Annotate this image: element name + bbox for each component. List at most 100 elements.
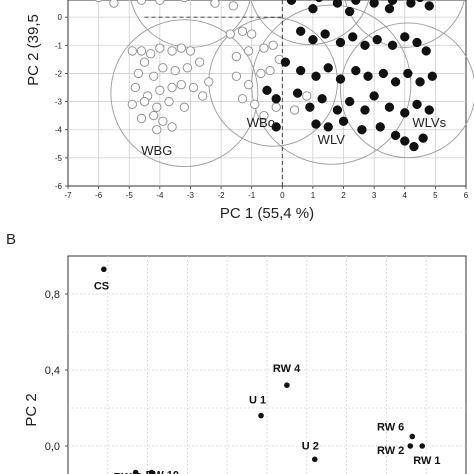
open-point (250, 99, 260, 110)
filled-point (323, 63, 333, 73)
point-marker (409, 433, 416, 440)
open-point (167, 122, 177, 132)
open-point (94, 0, 103, 3)
y-tick-label: 0 (58, 13, 63, 22)
group-label: WLV (318, 132, 346, 147)
group-ellipse (110, 19, 259, 168)
filled-point (296, 26, 306, 36)
filled-point (403, 68, 413, 79)
filled-point (387, 0, 398, 5)
point-label: RW 7 (114, 472, 141, 474)
filled-point (308, 4, 318, 14)
open-point (210, 0, 220, 8)
open-point (146, 49, 156, 59)
open-point (231, 71, 242, 81)
filled-point (315, 0, 323, 3)
x-tick-label: 3 (372, 191, 377, 200)
open-point (237, 94, 248, 104)
filled-point (305, 102, 315, 112)
x-tick-label: -2 (218, 191, 226, 200)
point-label: RW 10 (146, 470, 179, 474)
point-marker (419, 443, 426, 449)
open-point (130, 82, 141, 93)
open-point (182, 63, 193, 73)
panel-a-group-labels: WBG WBo WLV WLVs (141, 115, 446, 158)
open-point (133, 68, 144, 79)
panel-b-grid (68, 256, 466, 474)
open-point (243, 80, 254, 90)
filled-point (311, 119, 321, 129)
panel-a-y-axis-label: PC 2 (39,5 (25, 14, 42, 86)
filled-point (390, 77, 401, 87)
point-marker (101, 266, 107, 273)
open-point (164, 96, 174, 107)
open-point (136, 0, 147, 5)
point-marker (132, 469, 139, 474)
filled-point (387, 40, 398, 50)
open-point (158, 63, 168, 73)
filled-point (384, 102, 395, 112)
y-tick-label: -5 (55, 154, 63, 163)
filled-point (400, 32, 410, 42)
filled-point (271, 122, 281, 132)
open-point (149, 110, 159, 121)
filled-point (286, 0, 297, 5)
filled-point (424, 1, 434, 11)
group-label: WBo (247, 115, 275, 130)
point-marker (407, 443, 414, 449)
panel-b-points: CS RW 4 U 1 U 2 RW 6 RW 2 RW 1 RW 10 RW 7 (94, 266, 441, 474)
point-label: CS (94, 280, 109, 292)
open-point (139, 96, 150, 107)
x-tick-label: 4 (403, 191, 408, 200)
x-tick-label: -4 (156, 191, 164, 200)
filled-point (412, 99, 422, 110)
x-tick-label: 2 (341, 191, 346, 200)
point-marker (284, 382, 290, 389)
filled-point (271, 94, 281, 104)
filled-point (378, 68, 388, 79)
filled-point (400, 136, 410, 146)
point-label: RW 2 (377, 445, 404, 457)
panel-a: WBG WBo WLV WLVs -7 -6 -5 -4 -3 -2 -1 0 1 2 3 4 5 6 1 0 -1… (25, 0, 474, 222)
open-point (136, 113, 147, 124)
open-point (268, 40, 278, 50)
x-tick-label: -7 (64, 191, 72, 200)
filled-point (416, 0, 424, 3)
filled-point (332, 0, 343, 8)
open-point (155, 43, 165, 53)
open-point (179, 102, 189, 112)
open-point (271, 102, 281, 112)
filled-point (338, 116, 349, 126)
filled-point (308, 35, 318, 45)
panel-a-filled-series (262, 0, 437, 152)
open-point (139, 57, 150, 67)
x-tick-label: -1 (248, 191, 256, 200)
filled-point (390, 130, 401, 140)
filled-point (400, 108, 410, 118)
point-marker (258, 412, 264, 419)
point-label: RW 4 (273, 363, 301, 375)
open-point (231, 51, 242, 62)
open-point (237, 26, 248, 36)
filled-point (360, 105, 370, 115)
open-point (302, 91, 312, 101)
open-point (247, 29, 257, 39)
open-point (149, 71, 159, 81)
filled-point (280, 57, 291, 67)
x-tick-label: 1 (311, 191, 316, 200)
open-point (188, 82, 199, 93)
open-point (109, 0, 119, 8)
x-tick-label: 6 (464, 191, 469, 200)
point-marker (148, 469, 155, 474)
open-point (127, 99, 137, 110)
open-point (167, 82, 177, 93)
open-point (180, 0, 189, 3)
y-tick-label: -2 (55, 69, 63, 78)
panel-b-y-axis-label: PC 2 (23, 393, 40, 426)
panel-a-y-ticks: 10-1-2-3-4-5-6 (55, 13, 68, 191)
filled-point (351, 65, 361, 76)
open-point (136, 46, 147, 56)
filled-point (323, 122, 333, 132)
point-label: U 2 (302, 440, 319, 452)
open-point (265, 65, 275, 76)
